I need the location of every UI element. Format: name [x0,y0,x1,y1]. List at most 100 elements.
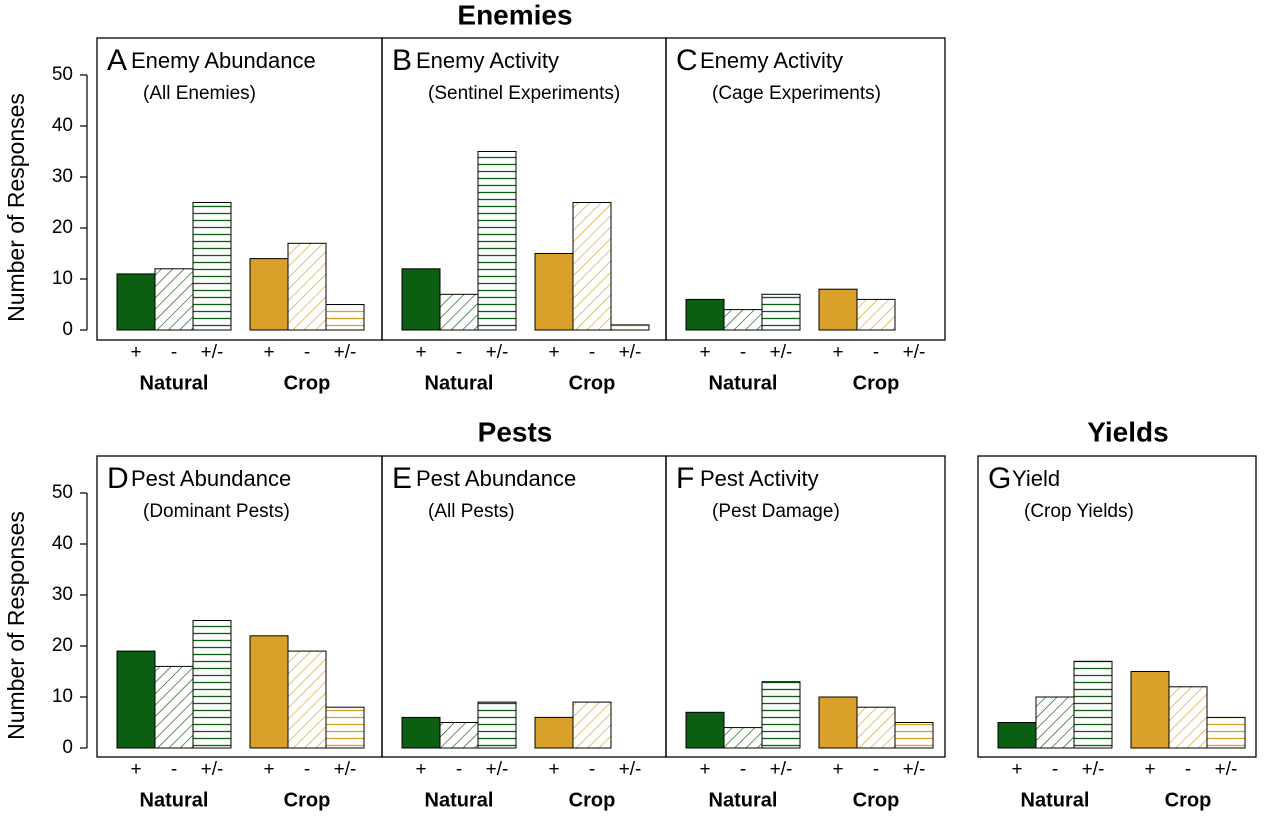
panel-letter: C [676,44,698,77]
bar [477,701,517,749]
x-tick-label: + [548,759,559,780]
x-tick-label: +/- [486,759,509,780]
y-tick-label: 40 [52,115,73,136]
x-tick-label: + [263,342,274,363]
x-tick-label: + [263,759,274,780]
x-tick-label: - [456,342,462,363]
bar [477,151,517,331]
x-tick-label: - [873,342,879,363]
x-tick-label: +/- [201,759,224,780]
bar [249,635,289,749]
bar [818,288,858,331]
x-tick-label: - [873,759,879,780]
x-tick-label: - [304,759,310,780]
x-tick-label: +/- [770,342,793,363]
bar [894,722,934,749]
panel-letter: F [676,462,694,495]
panel-title: Yield [1012,466,1060,491]
x-tick-label: + [415,759,426,780]
x-tick-label: +/- [334,342,357,363]
x-tick-label: +/- [770,759,793,780]
x-tick-label: - [304,342,310,363]
bar [1130,671,1170,749]
y-tick-label: 50 [52,482,73,503]
group-label: Crop [853,789,900,811]
panel-subtitle: (Pest Damage) [712,501,840,522]
bar [1035,696,1075,749]
bar [439,293,479,331]
group-label: Natural [1021,789,1090,811]
group-label: Crop [284,789,331,811]
group-label: Crop [1165,789,1212,811]
y-tick-label: 50 [52,64,73,85]
group-label: Crop [853,372,900,394]
x-tick-label: +/- [903,342,926,363]
x-tick-label: - [456,759,462,780]
bar [856,298,896,331]
x-tick-label: +/- [1082,759,1105,780]
panel-subtitle: (Sentinel Experiments) [428,83,620,104]
panel-letter: E [392,462,412,495]
bar [610,324,650,331]
panel-letter: B [392,44,412,77]
bar [401,716,441,749]
panel-letter: A [107,44,127,77]
y-tick-label: 0 [62,319,73,340]
group-label: Natural [709,372,778,394]
group-label: Natural [709,789,778,811]
bar [761,293,801,331]
bar [154,268,194,331]
panel-letter: G [988,462,1011,495]
y-axis-label: Number of Responses [3,93,29,322]
section-heading: Yields [1087,416,1168,447]
bar [572,701,612,749]
bar [192,202,232,331]
bar [287,650,327,749]
bar [534,253,574,331]
x-tick-label: + [548,342,559,363]
group-label: Natural [425,372,494,394]
panel-subtitle: (All Enemies) [143,83,256,104]
x-tick-label: + [1144,759,1155,780]
x-tick-label: +/- [334,759,357,780]
group-label: Crop [284,372,331,394]
panel-title: Pest Abundance [416,466,576,491]
x-tick-label: +/- [619,759,642,780]
panel-frame [665,37,946,341]
panel-subtitle: (Cage Experiments) [712,83,881,104]
panel-title: Enemy Activity [700,48,843,73]
x-tick-label: + [832,342,843,363]
group-label: Natural [140,789,209,811]
x-tick-label: - [589,759,595,780]
bar [287,242,327,331]
group-label: Crop [569,372,616,394]
panel-subtitle: (Dominant Pests) [143,501,290,522]
y-tick-label: 10 [52,686,73,707]
bar [1168,686,1208,749]
x-tick-label: + [130,759,141,780]
group-label: Natural [425,789,494,811]
bar [154,665,194,749]
x-tick-label: + [415,342,426,363]
y-tick-label: 10 [52,268,73,289]
group-label: Natural [140,372,209,394]
x-tick-label: - [740,342,746,363]
panel-frame [381,455,667,758]
x-tick-label: +/- [903,759,926,780]
panel-frame [977,455,1257,758]
y-tick-label: 20 [52,635,73,656]
y-axis-label: Number of Responses [3,511,29,740]
panel-subtitle: (Crop Yields) [1024,501,1134,522]
x-tick-label: +/- [486,342,509,363]
x-tick-label: + [1011,759,1022,780]
x-tick-label: - [740,759,746,780]
bar [116,273,156,331]
x-tick-label: + [699,759,710,780]
x-tick-label: +/- [201,342,224,363]
bar [325,304,365,331]
group-label: Crop [569,789,616,811]
bar [685,298,725,331]
x-tick-label: - [1185,759,1191,780]
x-tick-label: - [171,759,177,780]
panel-title: Enemy Abundance [131,48,316,73]
